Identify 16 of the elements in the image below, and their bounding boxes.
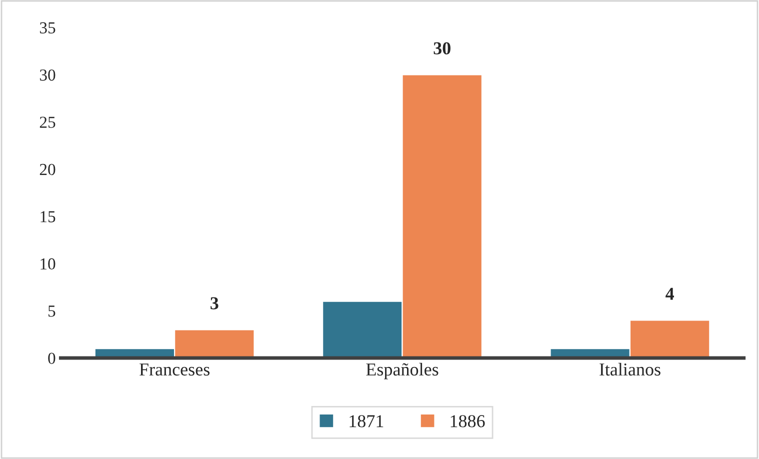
y-tick-label: 35 bbox=[40, 22, 56, 34]
y-tick-label: 25 bbox=[40, 116, 56, 128]
x-tick-label: Italianos bbox=[600, 362, 660, 376]
data-label: 30 bbox=[434, 42, 450, 54]
y-tick-label: 10 bbox=[40, 258, 56, 270]
x-tick-label: Españoles bbox=[366, 362, 438, 380]
legend-label: 1886 bbox=[450, 415, 485, 428]
data-label: 4 bbox=[666, 288, 674, 300]
x-tick-label: Franceses bbox=[139, 364, 210, 376]
legend-label: 1871 bbox=[350, 415, 384, 428]
y-tick-label: 15 bbox=[40, 211, 56, 222]
y-tick-label: 20 bbox=[40, 164, 56, 176]
y-tick-label: 30 bbox=[40, 69, 56, 81]
data-label: 3 bbox=[210, 297, 218, 310]
y-tick-label: 5 bbox=[48, 306, 56, 317]
y-tick-label: 0 bbox=[48, 352, 56, 364]
